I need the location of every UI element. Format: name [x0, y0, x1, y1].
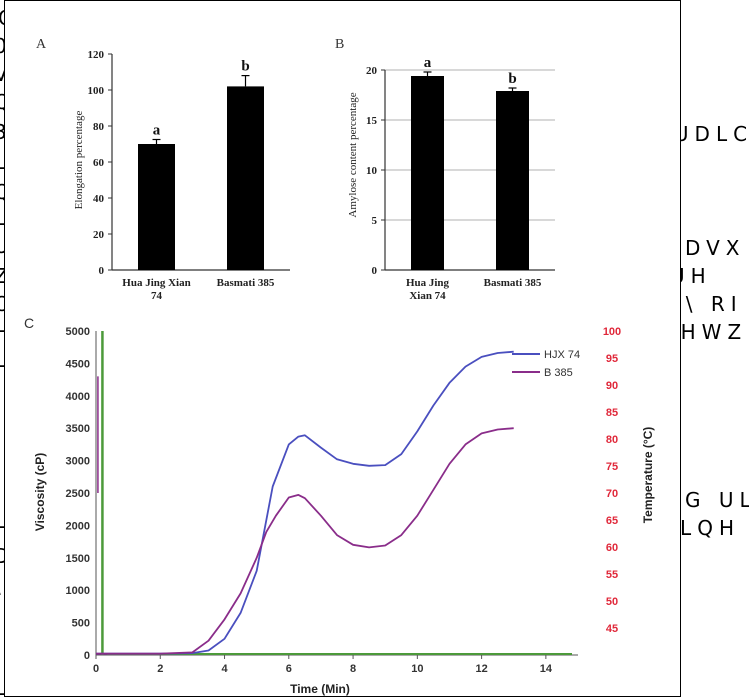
y-tick-label: 1500 — [66, 553, 90, 565]
panel-b-label: B — [335, 37, 344, 52]
y-tick-label: 40 — [93, 193, 105, 205]
y-tick-label: 80 — [93, 121, 105, 133]
bar — [138, 144, 175, 270]
bar — [411, 76, 444, 270]
right-y-tick-label: 60 — [606, 542, 618, 554]
y-tick-label: 0 — [372, 265, 378, 277]
bar — [227, 86, 264, 271]
x-tick-label: 4 — [221, 663, 228, 675]
x-tick-label: 8 — [350, 663, 356, 675]
panel-a-chart: 0 20 40 60 80 100 120 a Hua Jing Xian 74 b Basmati … — [88, 49, 290, 302]
y-tick-label: 3000 — [66, 456, 90, 468]
x-tick-label: 12 — [475, 663, 487, 675]
right-y-tick-label: 75 — [606, 461, 618, 473]
significance-letter: a — [153, 123, 161, 139]
y-tick-label: 100 — [88, 85, 105, 97]
right-y-tick-label: 65 — [606, 515, 618, 527]
right-y-tick-label: 70 — [606, 488, 618, 500]
right-y-tick-label: 45 — [606, 623, 618, 635]
right-y-tick-label: 100 — [603, 326, 621, 338]
right-y-tick-label: 80 — [606, 434, 618, 446]
y-tick-label: 5000 — [66, 326, 90, 338]
panel-c-y-axis-label: Viscosity (cP) — [33, 453, 47, 531]
y-tick-label: 20 — [93, 229, 105, 241]
panel-c-x-axis-label: Time (Min) — [290, 682, 350, 696]
x-category-label: Basmati 385 — [217, 277, 275, 289]
x-tick-label: 2 — [157, 663, 163, 675]
panel-c-chart: 0500100015002000250030003500400045005000… — [66, 326, 622, 675]
y-tick-label: 1000 — [66, 585, 90, 597]
series-line — [96, 350, 514, 655]
significance-letter: b — [241, 59, 249, 75]
x-tick-label: 14 — [540, 663, 553, 675]
right-y-tick-label: 55 — [606, 569, 618, 581]
right-y-tick-label: 90 — [606, 380, 618, 392]
y-tick-label: 0 — [84, 650, 90, 662]
y-tick-label: 10 — [366, 165, 378, 177]
y-tick-label: 4500 — [66, 358, 90, 370]
y-tick-label: 3500 — [66, 423, 90, 435]
right-y-tick-label: 50 — [606, 596, 618, 608]
right-y-tick-label: 85 — [606, 407, 618, 419]
right-y-tick-label: 95 — [606, 353, 618, 365]
background-text-left-3: 3 — [0, 120, 13, 144]
y-tick-label: 60 — [93, 157, 105, 169]
panel-a-label: A — [36, 37, 47, 52]
panel-b-y-axis-label: Amylose content percentage — [347, 92, 359, 217]
y-tick-label: 120 — [88, 49, 105, 61]
background-text-left-0: 0 — [0, 34, 13, 58]
figure-frame — [4, 0, 681, 697]
y-tick-label: 500 — [72, 618, 90, 630]
panel-c-right-y-axis-label: Temperature (°C) — [641, 427, 655, 524]
x-category-label: Basmati 385 — [484, 277, 542, 289]
x-tick-label: 10 — [411, 663, 423, 675]
y-tick-label: 15 — [366, 115, 378, 127]
x-category-label: Hua Jing Xian 74 — [122, 277, 190, 302]
background-text-left-8: Z — [0, 264, 14, 288]
y-tick-label: 0 — [99, 265, 105, 277]
series-line — [96, 427, 514, 655]
legend-label: HJX 74 — [544, 349, 580, 361]
panel-c-label: C — [24, 315, 34, 331]
y-tick-label: 2000 — [66, 520, 90, 532]
y-tick-label: 5 — [372, 215, 378, 227]
panel-a-y-axis-label: Elongation percentage — [73, 111, 85, 210]
y-tick-label: 20 — [366, 65, 378, 77]
x-tick-label: 6 — [286, 663, 292, 675]
x-category-label: Hua Jing Xian 74 — [406, 277, 450, 302]
panel-b-chart: 0 5 10 15 20 a Hua Jing Xian 74 b Basmati 385 — [366, 55, 555, 302]
bar — [496, 91, 529, 270]
x-tick-label: 0 — [93, 663, 99, 675]
legend-label: B 385 — [544, 367, 573, 379]
y-tick-label: 4000 — [66, 391, 90, 403]
significance-letter: a — [424, 55, 432, 71]
y-tick-label: 2500 — [66, 488, 90, 500]
significance-letter: b — [508, 71, 516, 87]
